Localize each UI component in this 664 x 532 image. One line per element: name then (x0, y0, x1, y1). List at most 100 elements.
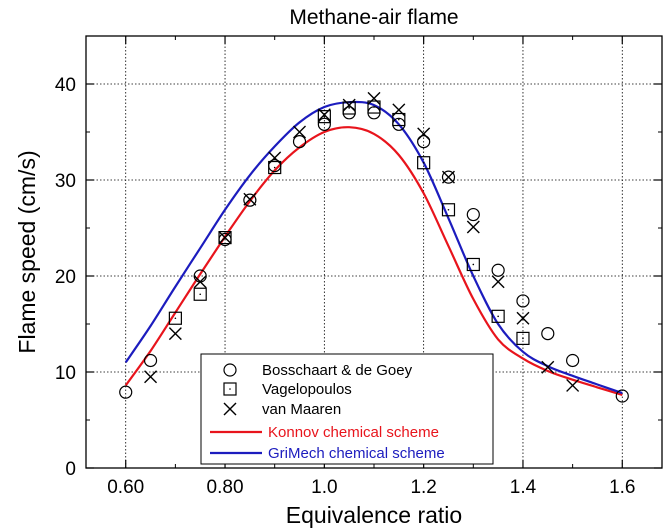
point-vagelopoulos (342, 101, 356, 115)
point-van-maaren (466, 220, 480, 234)
point-vagelopoulos-dot (323, 115, 326, 118)
x-tick-label: 1.0 (311, 477, 337, 498)
point-vagelopoulos-dot (373, 106, 375, 108)
point-van-maaren-stroke (144, 370, 158, 384)
point-vagelopoulos-dot (422, 161, 425, 164)
point-van-maaren-stroke (268, 151, 282, 165)
point-van-maaren-stroke (516, 311, 530, 325)
y-tick-label: 20 (55, 267, 76, 288)
point-van-maaren-stroke (367, 91, 381, 105)
point-van-maaren-stroke (441, 170, 455, 184)
point-van-maaren (168, 327, 182, 341)
point-van-maaren (342, 98, 356, 112)
point-vagelopoulos-dot (398, 118, 400, 121)
legend-marker-bosschaart-de-goey (223, 363, 237, 377)
x-tick-label: 1.4 (510, 477, 537, 498)
point-bosschaart-de-goey (541, 327, 555, 341)
y-tick-label: 30 (55, 171, 76, 192)
point-van-maaren-stroke (466, 220, 480, 234)
point-bosschaart-de-goey (615, 389, 629, 403)
point-van-maaren-stroke (392, 103, 406, 117)
point-vagelopoulos-box (392, 112, 406, 127)
point-van-maaren (392, 103, 406, 117)
y-tick-label: 0 (65, 459, 76, 480)
curve-grimech-chemical-scheme (124, 100, 623, 395)
point-bosschaart-de-goey (491, 263, 505, 277)
point-vagelopoulos-dot (273, 166, 276, 169)
legend-label-vagelopoulos: Vagelopoulos (262, 381, 352, 398)
point-bosschaart-de-goey (292, 135, 307, 149)
point-vagelopoulos-dot (348, 107, 350, 109)
point-vagelopoulos-box (317, 110, 331, 124)
legend-marker-van-maaren-stroke (223, 402, 237, 416)
axis-ticks: 0 10 20 30 40 0.60 0.80 1.0 1.2 1.4 1.6 (55, 36, 662, 498)
point-van-maaren-stroke (342, 98, 356, 112)
point-vagelopoulos-dot (472, 263, 475, 266)
point-van-maaren (491, 275, 505, 289)
y-tick-label: 40 (55, 75, 76, 96)
x-tick-label: 0.60 (107, 477, 144, 498)
point-vagelopoulos-box (193, 287, 207, 301)
point-vagelopoulos-box (168, 311, 182, 325)
x-axis-label: Equivalence ratio (286, 502, 462, 528)
point-van-maaren (566, 378, 580, 392)
legend: Bosschaart & de Goey Vagelopoulos van Maar… (200, 353, 494, 465)
point-van-maaren-stroke (243, 192, 257, 206)
point-vagelopoulos (392, 112, 406, 127)
point-vagelopoulos-box (367, 100, 381, 114)
point-vagelopoulos-box (491, 309, 505, 323)
legend-marker-vagelopoulos (223, 382, 237, 396)
x-tick-label: 1.6 (609, 477, 635, 498)
chart-title: Methane-air flame (289, 6, 458, 29)
point-vagelopoulos-box (342, 101, 356, 115)
point-van-maaren-stroke (417, 127, 431, 141)
point-van-maaren-stroke (193, 275, 207, 289)
point-van-maaren-stroke (168, 327, 182, 341)
legend-label-van-maaren: van Maaren (262, 401, 341, 418)
point-vagelopoulos-dot (522, 337, 524, 340)
point-vagelopoulos-dot (199, 293, 202, 296)
point-vagelopoulos (268, 160, 282, 175)
point-van-maaren (516, 311, 530, 325)
point-vagelopoulos-box (218, 231, 232, 245)
point-vagelopoulos (466, 257, 480, 272)
point-van-maaren-stroke (491, 275, 505, 289)
point-vagelopoulos (367, 100, 381, 114)
point-vagelopoulos-box (516, 331, 530, 345)
point-van-maaren (367, 91, 381, 105)
point-vagelopoulos-box (268, 160, 282, 175)
legend-label-konnov-chemical-scheme: Konnov chemical scheme (268, 424, 439, 441)
model-curves (124, 100, 623, 397)
point-vagelopoulos-dot (174, 317, 177, 320)
point-van-maaren-stroke (293, 125, 307, 139)
y-axis-label: Flame speed (cm/s) (14, 150, 40, 353)
point-van-maaren (293, 125, 307, 139)
point-van-maaren (317, 108, 331, 122)
point-van-maaren (193, 275, 207, 289)
point-van-maaren (417, 127, 431, 141)
point-van-maaren (268, 151, 282, 165)
x-tick-label: 0.80 (207, 477, 244, 498)
point-bosschaart-de-goey (119, 385, 133, 399)
point-van-maaren-stroke (317, 108, 331, 122)
point-bosschaart-de-goey (441, 170, 456, 184)
point-vagelopoulos-dot (497, 315, 499, 318)
point-vagelopoulos-box (417, 156, 431, 170)
point-vagelopoulos (516, 331, 530, 345)
legend-marker-van-maaren (223, 402, 237, 416)
legend-label-grimech-chemical-scheme: GriMech chemical scheme (268, 445, 445, 462)
point-van-maaren (218, 231, 232, 245)
point-bosschaart-de-goey (566, 353, 580, 368)
point-van-maaren-stroke (218, 231, 232, 245)
legend-marker-vagelopoulos-dot (229, 388, 231, 390)
point-van-maaren (243, 192, 257, 206)
curve-konnov-chemical-scheme (124, 126, 623, 397)
point-vagelopoulos (491, 309, 505, 323)
point-van-maaren (144, 370, 158, 384)
point-bosschaart-de-goey (143, 353, 158, 368)
point-vagelopoulos-box (466, 257, 480, 272)
x-tick-label: 1.2 (410, 477, 436, 498)
point-vagelopoulos (441, 203, 456, 217)
point-van-maaren-stroke (541, 360, 555, 374)
